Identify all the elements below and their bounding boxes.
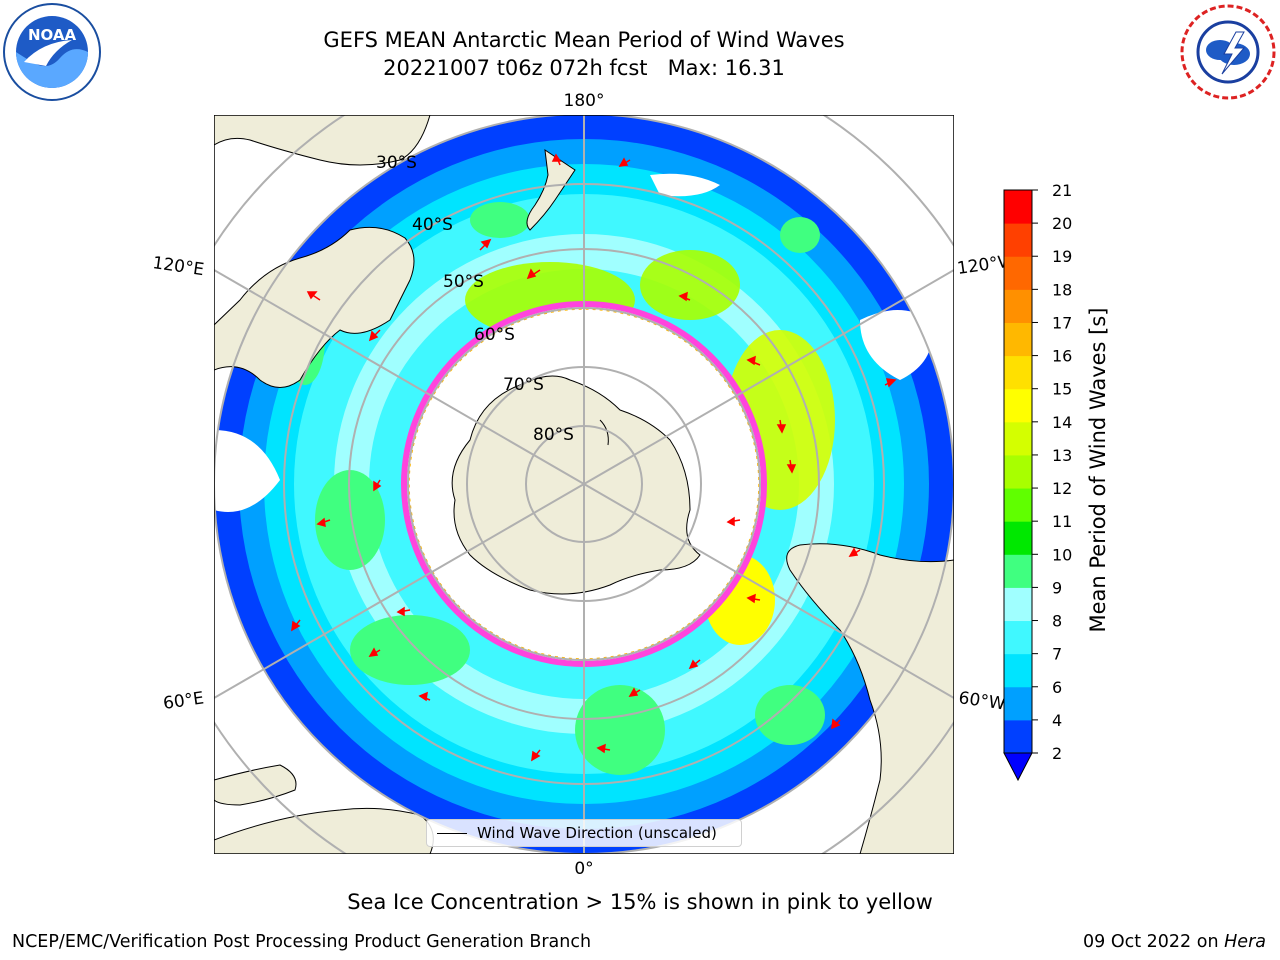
latitude-label-70s: 70°S (503, 375, 544, 395)
colorbar-extend-arrow (1003, 752, 1033, 782)
chart-title: GEFS MEAN Antarctic Mean Period of Wind … (200, 26, 968, 82)
footer-credit: NCEP/EMC/Verification Post Processing Pr… (12, 932, 592, 952)
colorbar-tick-label: 20 (1052, 214, 1072, 233)
colorbar: 2 4 6 7 8 9 10 11 12 13 14 15 16 17 18 19 20 21 (1003, 181, 1072, 782)
colorbar-tick-label: 15 (1052, 380, 1072, 399)
noaa-logo-text: NOAA (28, 26, 77, 44)
colorbar-tick-label: 2 (1052, 744, 1062, 763)
colorbar-segment (1004, 454, 1032, 489)
new-zealand-landmass (526, 148, 576, 231)
colorbar-tick-label: 16 (1052, 347, 1072, 366)
wind-wave-arrows (291, 153, 897, 762)
latitude-label-60s: 60°S (474, 325, 515, 345)
australia-landmass (214, 226, 415, 388)
colorbar-segment (1004, 190, 1032, 224)
colorbar-tick-label: 11 (1052, 512, 1072, 531)
latitude-label-30s: 30°S (376, 153, 417, 173)
footer-host: Hera (1224, 932, 1266, 952)
footer-date-text: 09 Oct 2022 on (1083, 932, 1219, 952)
colorbar-segment (1004, 223, 1032, 257)
title-line-2: 20221007 t06z 072h fcst Max: 16.31 (383, 56, 785, 80)
colorbar-tick-label: 17 (1052, 313, 1072, 332)
colorbar-tick-label: 7 (1052, 645, 1062, 664)
map-legend: Wind Wave Direction (unscaled) (426, 819, 742, 847)
meridian-label-60w: 60°W (957, 688, 1006, 714)
colorbar-segment (1004, 686, 1032, 721)
footer-date: 09 Oct 2022 on Hera (1083, 932, 1266, 952)
colorbar-tick-label: 13 (1052, 446, 1072, 465)
colorbar-tick-label: 19 (1052, 247, 1072, 266)
colorbar-segment (1004, 289, 1032, 323)
colorbar-label: Mean Period of Wind Waves [s] (1086, 308, 1110, 633)
meridian-label-0: 0° (574, 859, 593, 879)
noaa-logo: NOAA (3, 3, 101, 101)
colorbar-tick-label: 10 (1052, 545, 1072, 564)
nws-logo (1180, 4, 1276, 100)
colorbar-segment (1004, 620, 1032, 655)
asia-landmass (214, 115, 431, 166)
colorbar-tick-label: 8 (1052, 612, 1062, 631)
colorbar-segment (1004, 421, 1032, 456)
colorbar-segment (1004, 355, 1032, 390)
latitude-label-80s: 80°S (533, 425, 574, 445)
meridian-label-120e: 120°E (151, 253, 205, 280)
colorbar-segment (1004, 388, 1032, 423)
colorbar-segment (1004, 719, 1032, 754)
colorbar-segment (1004, 521, 1032, 555)
legend-label: Wind Wave Direction (unscaled) (477, 824, 717, 842)
colorbar-segment (1004, 554, 1032, 588)
colorbar-tick-label: 6 (1052, 678, 1062, 697)
colorbar-segment (1004, 488, 1032, 522)
colorbar-segment (1004, 653, 1032, 688)
colorbar-tick-label: 18 (1052, 280, 1072, 299)
sea-ice-note: Sea Ice Concentration > 15% is shown in … (347, 890, 933, 914)
antarctica-landmass (451, 375, 701, 595)
graticule (214, 115, 954, 854)
legend-line-sample (437, 832, 467, 834)
latitude-label-50s: 50°S (443, 272, 484, 292)
latitude-label-40s: 40°S (412, 215, 453, 235)
colorbar-frame (1003, 189, 1033, 754)
title-line-1: GEFS MEAN Antarctic Mean Period of Wind … (323, 28, 845, 52)
meridian-label-180: 180° (564, 91, 605, 111)
meridian-label-60e: 60°E (162, 688, 205, 713)
colorbar-segment (1004, 256, 1032, 290)
colorbar-tick-label: 12 (1052, 479, 1072, 498)
colorbar-tick-label: 9 (1052, 578, 1062, 597)
colorbar-segment (1004, 322, 1032, 357)
colorbar-tick-label: 21 (1052, 181, 1072, 200)
colorbar-segment (1004, 587, 1032, 622)
colorbar-tick-label: 14 (1052, 413, 1072, 432)
colorbar-tick-label: 4 (1052, 711, 1062, 730)
